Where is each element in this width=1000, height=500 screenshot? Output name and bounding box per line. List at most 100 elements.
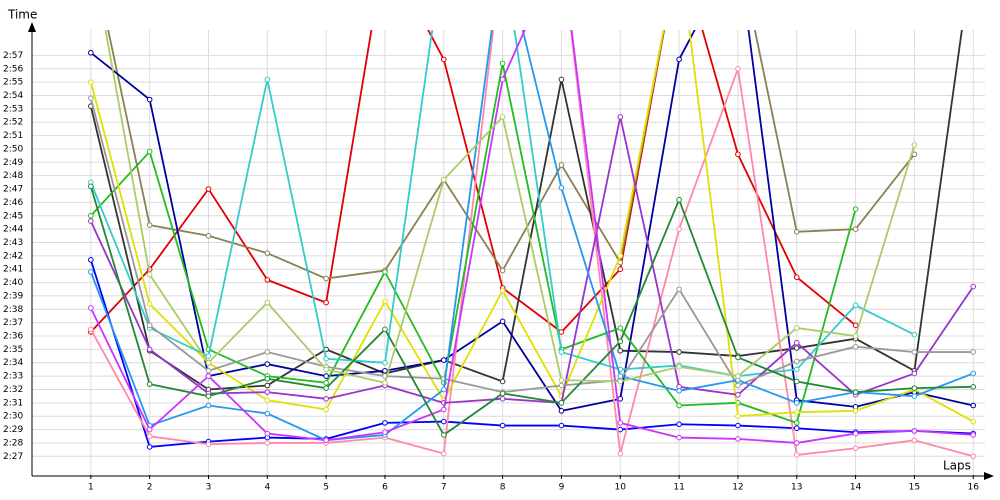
series-line	[90, 30, 974, 412]
series-point	[264, 349, 271, 355]
series-point	[323, 366, 329, 373]
series-point	[793, 409, 800, 415]
series-point	[382, 359, 388, 366]
series-point	[617, 253, 624, 259]
series-point	[323, 373, 329, 379]
y-tick-label: 2:41	[3, 265, 23, 275]
series-point	[617, 396, 624, 402]
series-point	[499, 318, 506, 325]
y-tick-label: 2:35	[3, 345, 23, 355]
series-point	[499, 76, 506, 83]
x-axis-arrow	[984, 472, 994, 480]
series-point	[323, 275, 329, 282]
series-point	[146, 322, 153, 329]
x-tick-label: 7	[441, 483, 447, 493]
series-point	[793, 425, 800, 432]
series-line	[89, 97, 974, 394]
y-tick-label: 2:52	[3, 118, 23, 128]
series-line	[90, 30, 974, 458]
series-point	[676, 402, 682, 409]
series-point	[676, 286, 682, 293]
y-tick-label: 2:32	[3, 385, 23, 395]
series-point	[617, 450, 624, 457]
series-point	[558, 349, 565, 355]
series-point	[499, 396, 506, 402]
series-point	[205, 359, 212, 366]
series-point	[852, 408, 859, 414]
series-point	[323, 299, 329, 306]
series-point	[264, 410, 271, 417]
series-point	[146, 271, 153, 278]
series-point	[440, 357, 447, 363]
grid	[32, 30, 985, 475]
series-point	[146, 96, 153, 103]
series-point	[205, 441, 212, 448]
series-point	[793, 274, 800, 281]
series-point	[382, 379, 388, 386]
series-point	[676, 388, 682, 394]
series-point	[558, 76, 565, 83]
series-point	[852, 445, 859, 452]
series-point	[382, 298, 388, 305]
y-tick-label: 2:38	[3, 305, 23, 315]
series-point	[970, 384, 977, 390]
x-tick-label: 6	[382, 483, 388, 493]
series-point	[205, 393, 212, 399]
series-point	[558, 400, 565, 406]
series-point	[205, 353, 212, 359]
series-point	[440, 432, 447, 438]
series-point	[793, 452, 800, 458]
series-point	[617, 266, 624, 273]
series-point	[264, 440, 271, 446]
x-tick-label: 10	[615, 483, 627, 493]
series-point	[146, 433, 153, 440]
series-point	[617, 325, 624, 331]
series-point	[676, 226, 682, 232]
y-tick-label: 2:44	[3, 225, 23, 235]
series-point	[911, 142, 918, 148]
series-point	[205, 367, 212, 374]
y-tick-label: 2:43	[3, 238, 23, 248]
series-point	[264, 375, 271, 382]
series-point	[499, 378, 506, 385]
series-point	[735, 413, 741, 420]
x-tick-label: 15	[909, 483, 920, 493]
series-point	[970, 432, 977, 438]
series-point	[793, 378, 800, 385]
series-point	[264, 397, 271, 403]
series-point	[793, 325, 800, 331]
series-point	[617, 338, 624, 345]
series-point	[499, 60, 506, 67]
series-line	[90, 116, 974, 404]
series-point	[911, 437, 918, 444]
series-point	[440, 386, 447, 393]
y-tick-label: 2:57	[3, 51, 23, 61]
y-tick-label: 2:46	[3, 198, 23, 208]
series-point	[264, 277, 271, 283]
series-point	[970, 349, 977, 355]
series-point	[88, 257, 94, 263]
series-point	[911, 370, 918, 377]
series-point	[911, 428, 918, 434]
series-point	[499, 267, 506, 274]
x-axis-label: Laps	[943, 459, 971, 473]
series-point	[617, 426, 624, 433]
series-point	[440, 418, 447, 425]
y-tick-label: 2:28	[3, 438, 23, 448]
series-point	[793, 440, 800, 446]
y-tick-label: 2:48	[3, 171, 23, 181]
series-point	[676, 434, 682, 441]
series-point	[852, 302, 859, 309]
series-point	[617, 114, 624, 120]
series-point	[323, 396, 329, 402]
x-tick-label: 16	[968, 483, 980, 493]
series-point	[88, 183, 94, 190]
series-point	[793, 420, 800, 426]
series-point	[735, 382, 741, 389]
series-point	[735, 392, 741, 398]
series-point	[440, 176, 447, 183]
series-point	[558, 329, 565, 335]
series-point	[146, 426, 153, 433]
y-tick-label: 2:40	[3, 278, 23, 288]
series-point	[146, 444, 153, 450]
